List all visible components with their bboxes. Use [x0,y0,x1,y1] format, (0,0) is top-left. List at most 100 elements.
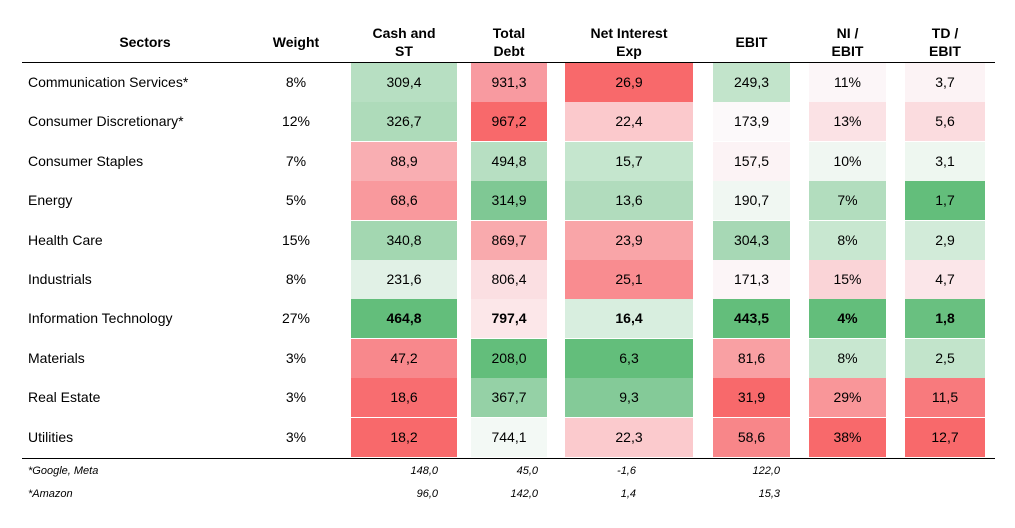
table-row: Industrials 8% 231,6 806,4 25,1 171,3 15% 4,7 [0,260,1015,299]
niebit-cell: 11% [809,63,886,102]
weight-cell: 5% [285,192,307,209]
footnote-debt: 142,0 [510,488,538,500]
nie-cell: 16,4 [565,299,693,339]
weight-cell: 27% [281,310,311,327]
nie-cell: 9,3 [565,378,693,418]
cash-cell: 68,6 [351,181,457,221]
table-bottom-border [22,458,995,459]
tdebit-cell: 3,7 [905,63,985,102]
niebit-cell: 8% [809,338,886,378]
niebit-cell: 4% [809,299,886,339]
footnote-label: *Amazon [28,488,73,500]
table-row: Utilities 3% 18,2 744,1 22,3 58,6 38% 12,7 [0,417,1015,457]
tdebit-cell: 5,6 [905,102,985,142]
table-row: Energy 5% 68,6 314,9 13,6 190,7 7% 1,7 [0,181,1015,221]
debt-cell: 967,2 [471,102,547,142]
tdebit-cell: 1,7 [905,181,985,221]
cash-cell: 18,2 [351,417,457,457]
footnote-ebit: 122,0 [752,465,780,477]
table-row: Consumer Discretionary* 12% 326,7 967,2 22,4… [0,102,1015,142]
weight-cell: 8% [285,271,307,287]
ebit-cell: 443,5 [713,299,790,339]
sector-name: Utilities [28,428,74,445]
cash-cell: 464,8 [351,299,457,339]
niebit-cell: 10% [809,141,886,181]
header-ebit: EBIT [735,34,768,50]
nie-cell: 15,7 [565,141,693,181]
cash-cell: 340,8 [351,220,457,260]
footnote-nie: -1,6 [617,465,636,477]
cash-cell: 18,6 [351,378,457,418]
footnote-ebit: 15,3 [758,488,780,500]
table-row: Consumer Staples 7% 88,9 494,8 15,7 157,5 10% 3… [0,141,1015,181]
debt-cell: 931,3 [471,63,547,102]
niebit-cell: 29% [809,378,886,418]
sector-name: Real Estate [28,389,101,406]
table-row: Real Estate 3% 18,6 367,7 9,3 31,9 29% 11,5 [0,378,1015,418]
debt-cell: 494,8 [471,141,547,181]
niebit-cell: 38% [809,417,886,457]
debt-cell: 806,4 [471,260,547,299]
sector-name: Communication Services* [28,74,189,90]
cash-cell: 231,6 [351,260,457,299]
debt-cell: 869,7 [471,220,547,260]
weight-cell: 3% [285,349,307,366]
nie-cell: 13,6 [565,181,693,221]
niebit-cell: 15% [809,260,886,299]
footnote-cash: 148,0 [410,465,438,477]
header-total-debt: Total Debt [492,25,526,59]
ebit-cell: 81,6 [713,338,790,378]
nie-cell: 6,3 [565,338,693,378]
ebit-cell: 249,3 [713,63,790,102]
weight-cell: 12% [281,113,311,130]
ebit-cell: 31,9 [713,378,790,418]
tdebit-cell: 1,8 [905,299,985,339]
cash-cell: 326,7 [351,102,457,142]
table-row: Health Care 15% 340,8 869,7 23,9 304,3 8% 2,9 [0,220,1015,260]
tdebit-cell: 11,5 [905,378,985,418]
debt-cell: 744,1 [471,417,547,457]
ebit-cell: 304,3 [713,220,790,260]
debt-cell: 367,7 [471,378,547,418]
weight-cell: 3% [285,389,307,406]
niebit-cell: 13% [809,102,886,142]
sector-name: Information Technology [28,310,173,327]
weight-cell: 7% [285,152,307,169]
sector-name: Health Care [28,231,103,248]
header-sectors: Sectors [119,34,171,50]
nie-cell: 22,4 [565,102,693,142]
tdebit-cell: 2,9 [905,220,985,260]
cash-cell: 88,9 [351,141,457,181]
tdebit-cell: 4,7 [905,260,985,299]
ebit-cell: 171,3 [713,260,790,299]
footnote-label: *Google, Meta [28,465,99,477]
nie-cell: 26,9 [565,63,693,102]
tdebit-cell: 3,1 [905,141,985,181]
header-ni-ebit: NI / EBIT [831,25,864,59]
weight-cell: 15% [281,231,311,248]
debt-cell: 314,9 [471,181,547,221]
ebit-cell: 58,6 [713,417,790,457]
niebit-cell: 7% [809,181,886,221]
sector-name: Industrials [28,271,92,287]
footnote-cash: 96,0 [416,488,438,500]
tdebit-cell: 2,5 [905,338,985,378]
sector-name: Materials [28,349,85,366]
header-cash: Cash and ST [372,25,436,59]
ebit-cell: 190,7 [713,181,790,221]
nie-cell: 22,3 [565,417,693,457]
nie-cell: 25,1 [565,260,693,299]
sector-name: Energy [28,192,73,209]
ebit-cell: 173,9 [713,102,790,142]
debt-cell: 797,4 [471,299,547,339]
tdebit-cell: 12,7 [905,417,985,457]
niebit-cell: 8% [809,220,886,260]
header-weight: Weight [272,34,320,50]
debt-cell: 208,0 [471,338,547,378]
ebit-cell: 157,5 [713,141,790,181]
footnote-debt: 45,0 [516,465,538,477]
header-divider [22,62,995,63]
footnote-nie: 1,4 [620,488,636,500]
header-td-ebit: TD / EBIT [929,25,961,59]
table-row: Communication Services* 8% 309,4 931,3 26,9 2… [0,63,1015,102]
